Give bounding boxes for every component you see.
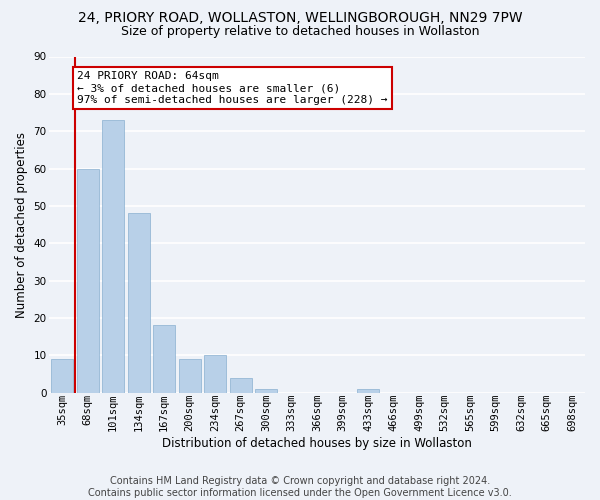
Bar: [205, 355, 226, 393]
Bar: [179, 359, 200, 392]
Bar: [52, 359, 73, 392]
Text: 24, PRIORY ROAD, WOLLASTON, WELLINGBOROUGH, NN29 7PW: 24, PRIORY ROAD, WOLLASTON, WELLINGBOROU…: [77, 12, 523, 26]
Bar: [358, 389, 379, 392]
X-axis label: Distribution of detached houses by size in Wollaston: Distribution of detached houses by size …: [162, 437, 472, 450]
Bar: [230, 378, 251, 392]
Bar: [256, 389, 277, 392]
Y-axis label: Number of detached properties: Number of detached properties: [15, 132, 28, 318]
Text: Size of property relative to detached houses in Wollaston: Size of property relative to detached ho…: [121, 25, 479, 38]
Bar: [128, 214, 149, 392]
Bar: [103, 120, 124, 392]
Text: 24 PRIORY ROAD: 64sqm
← 3% of detached houses are smaller (6)
97% of semi-detach: 24 PRIORY ROAD: 64sqm ← 3% of detached h…: [77, 72, 388, 104]
Bar: [77, 168, 98, 392]
Text: Contains HM Land Registry data © Crown copyright and database right 2024.
Contai: Contains HM Land Registry data © Crown c…: [88, 476, 512, 498]
Bar: [154, 326, 175, 392]
